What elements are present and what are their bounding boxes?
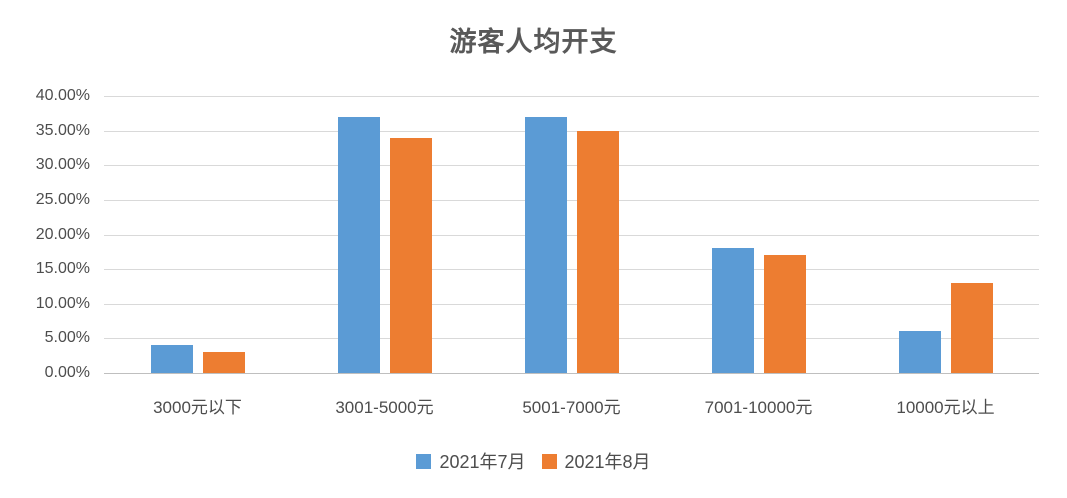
y-axis-tick-label: 5.00% xyxy=(44,329,90,346)
y-axis-tick-label: 10.00% xyxy=(35,295,90,312)
gridline xyxy=(104,304,1039,305)
bar-2021年8月-3000元以下 xyxy=(203,352,245,373)
legend-item: 2021年7月 xyxy=(416,448,526,474)
x-axis-category-label: 3000元以下 xyxy=(153,398,242,417)
gridline xyxy=(104,235,1039,236)
bar-2021年7月-7001-10000元 xyxy=(712,248,754,373)
x-axis-category-label: 5001-7000元 xyxy=(522,398,621,417)
legend-item: 2021年8月 xyxy=(541,448,651,474)
x-axis-category-label: 10000元以上 xyxy=(896,398,995,417)
legend-label: 2021年8月 xyxy=(564,452,651,472)
bar-2021年7月-10000元以上 xyxy=(899,331,941,373)
bar-2021年7月-3001-5000元 xyxy=(338,117,380,373)
y-axis-tick-label: 15.00% xyxy=(35,260,90,277)
legend-label: 2021年7月 xyxy=(439,452,526,472)
bar-2021年8月-3001-5000元 xyxy=(390,138,432,373)
x-axis-category-label: 3001-5000元 xyxy=(335,398,434,417)
y-axis-tick-label: 0.00% xyxy=(44,364,90,381)
y-axis-tick-label: 25.00% xyxy=(35,191,90,208)
legend-swatch-icon xyxy=(416,453,432,469)
legend-swatch-icon xyxy=(541,453,557,469)
bar-2021年7月-5001-7000元 xyxy=(525,117,567,373)
gridline xyxy=(104,338,1039,339)
bar-2021年8月-10000元以上 xyxy=(951,283,993,373)
y-axis-tick-label: 40.00% xyxy=(35,87,90,104)
y-axis-tick-label: 35.00% xyxy=(35,122,90,139)
gridline xyxy=(104,131,1039,132)
x-axis-category-label: 7001-10000元 xyxy=(704,398,813,417)
y-axis-tick-label: 30.00% xyxy=(35,156,90,173)
gridline xyxy=(104,269,1039,270)
gridline xyxy=(104,200,1039,201)
chart-title: 游客人均开支 xyxy=(449,27,618,57)
legend: 2021年7月 2021年8月 xyxy=(0,448,1067,474)
bar-2021年7月-3000元以下 xyxy=(151,345,193,373)
x-axis-line xyxy=(104,373,1039,374)
gridline xyxy=(104,165,1039,166)
bar-2021年8月-5001-7000元 xyxy=(577,131,619,373)
y-axis-tick-label: 20.00% xyxy=(35,226,90,243)
bar-2021年8月-7001-10000元 xyxy=(764,255,806,373)
gridline xyxy=(104,96,1039,97)
